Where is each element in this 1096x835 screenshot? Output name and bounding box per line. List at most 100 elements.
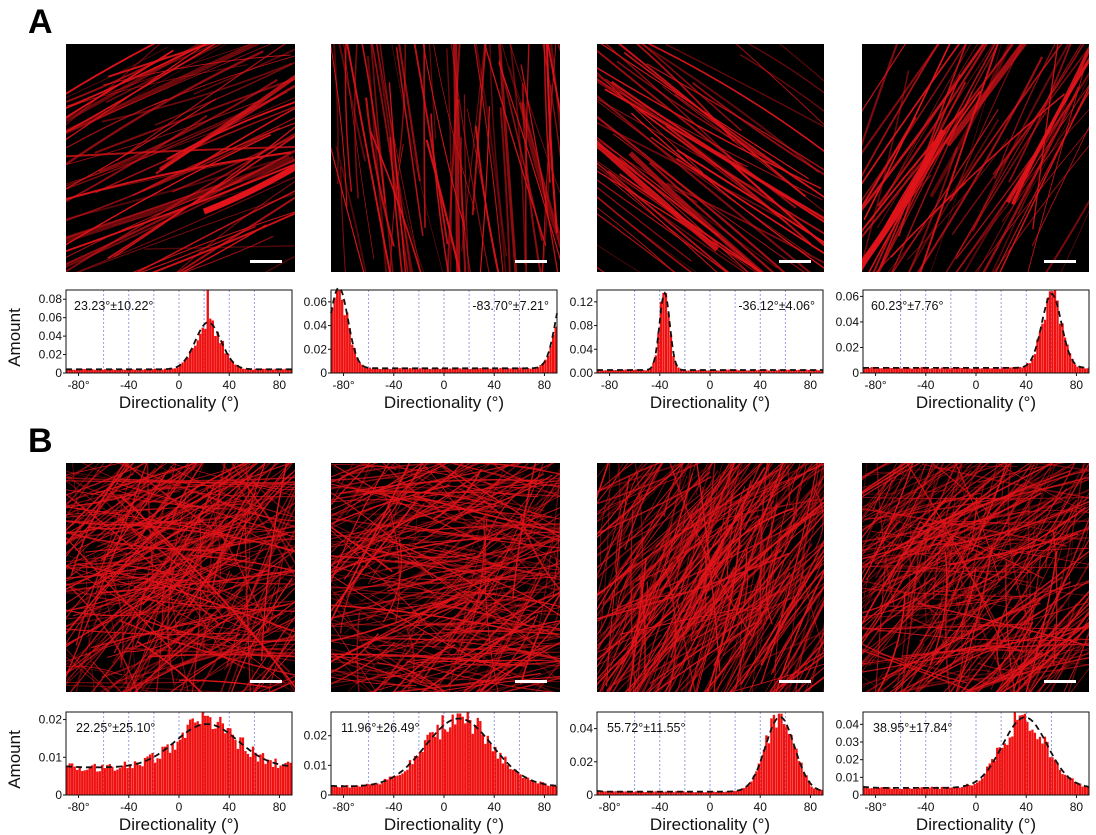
histogram-bar: [805, 369, 808, 373]
histogram-bar: [506, 368, 510, 373]
filament-lines: [862, 463, 1089, 692]
histogram-bar: [647, 791, 650, 795]
x-tick-label: -80°: [864, 378, 886, 392]
histogram-bar: [1063, 774, 1067, 795]
y-tick-label: 0: [586, 788, 593, 802]
histogram-bar: [642, 369, 645, 373]
histogram-bar: [689, 369, 693, 373]
histogram-bar: [143, 757, 147, 795]
histogram-bar: [221, 340, 224, 373]
histogram-bar: [101, 764, 104, 795]
x-tick-label: 80: [273, 800, 287, 814]
histogram-bar: [815, 788, 818, 795]
histogram-bar: [464, 723, 467, 795]
histogram-bar: [148, 754, 152, 795]
x-tick-label: 0: [707, 378, 714, 392]
histogram-bar: [451, 714, 454, 795]
histogram-bar: [511, 769, 515, 795]
histogram-bar: [539, 365, 542, 373]
scale-bar: [515, 680, 547, 683]
histogram-bar: [654, 355, 658, 373]
histogram-bar: [1021, 367, 1024, 373]
histogram-bar: [166, 744, 169, 795]
histogram-bar: [116, 369, 119, 373]
histogram-bar: [239, 737, 242, 795]
histogram-bar: [1048, 757, 1052, 795]
histogram-bar: [279, 765, 282, 795]
histogram-bar: [474, 725, 477, 795]
histogram-bar: [762, 749, 766, 795]
histogram-bar: [900, 368, 903, 373]
histogram-bar: [649, 368, 653, 373]
x-tick-label: 80: [1070, 800, 1084, 814]
histogram-bar: [259, 368, 262, 373]
histogram-a-4: 0 0.02 0.04 0.06 -80° -40 0 40 80 Directionality …: [836, 289, 1090, 412]
histogram-bar: [722, 369, 725, 373]
x-tick-label: -80°: [67, 800, 89, 814]
histogram-bar: [1003, 367, 1006, 373]
histogram-bar: [704, 370, 708, 373]
y-tick-label: 0.04: [304, 319, 328, 333]
histogram-bar: [815, 369, 818, 373]
histogram-bar: [401, 367, 404, 373]
histogram-bar: [186, 357, 189, 373]
histogram-bar: [642, 791, 645, 795]
histogram-bar: [978, 368, 981, 373]
histogram-bar: [418, 368, 422, 373]
histogram-bar: [637, 369, 640, 373]
histogram-a-3: 0.00 0.04 0.08 0.12 -80 -40 0 40 80 Directionalit…: [570, 289, 824, 412]
histogram-bar: [1068, 777, 1072, 795]
histogram-bar: [241, 368, 245, 373]
fit-annotation: 38.95°±17.84°: [873, 721, 952, 735]
histogram-bar: [403, 367, 407, 373]
histogram-bar: [231, 734, 235, 795]
histogram-bar: [234, 364, 237, 373]
histogram-bar: [810, 786, 813, 795]
histogram-bar: [908, 367, 911, 373]
histogram-bar: [637, 791, 640, 795]
histogram-bar: [411, 764, 414, 795]
x-axis-label: Directionality (°): [650, 815, 770, 834]
histogram-bar: [948, 787, 951, 795]
histogram-bar: [106, 369, 109, 373]
histogram-bar: [1078, 783, 1082, 795]
histogram-bar: [136, 369, 139, 373]
histogram-bar: [214, 335, 217, 373]
histogram-bar: [93, 369, 96, 373]
histogram-bar: [772, 714, 776, 795]
histogram-bar: [1043, 319, 1047, 373]
histogram-bar: [918, 787, 921, 795]
histogram-bar: [682, 791, 685, 795]
histogram-bar: [71, 763, 74, 795]
histogram-bar: [393, 369, 397, 373]
histogram-bar: [244, 751, 247, 795]
histogram-bar: [153, 762, 157, 795]
histogram-bar: [767, 743, 771, 795]
histogram-bar: [168, 752, 172, 795]
y-tick-label: 0: [320, 366, 327, 380]
histogram-bar: [284, 762, 287, 795]
histogram-bar: [551, 335, 555, 373]
histogram-bar: [236, 748, 240, 795]
histogram-bar: [878, 787, 881, 795]
histogram-bar: [234, 739, 237, 795]
histogram-bar: [451, 368, 454, 373]
histogram-bar: [760, 370, 763, 373]
filament-lines: [66, 463, 295, 692]
histogram-bar: [998, 368, 1001, 373]
histogram-bar: [251, 369, 255, 373]
histogram-bar: [511, 367, 515, 373]
histogram-bar: [81, 368, 84, 373]
histogram-bar: [760, 758, 763, 795]
histogram-bar: [880, 368, 883, 373]
histogram-bar: [368, 784, 371, 795]
histogram-bar: [206, 290, 209, 373]
x-tick-label: -80°: [67, 378, 89, 392]
histogram-bar: [143, 369, 147, 373]
histogram-bar: [632, 370, 635, 373]
histogram-bar: [1018, 366, 1021, 373]
histogram-bar: [96, 369, 99, 373]
x-tick-label: -40: [120, 800, 138, 814]
histogram-bar: [506, 765, 510, 795]
histogram-bar: [1046, 741, 1049, 795]
